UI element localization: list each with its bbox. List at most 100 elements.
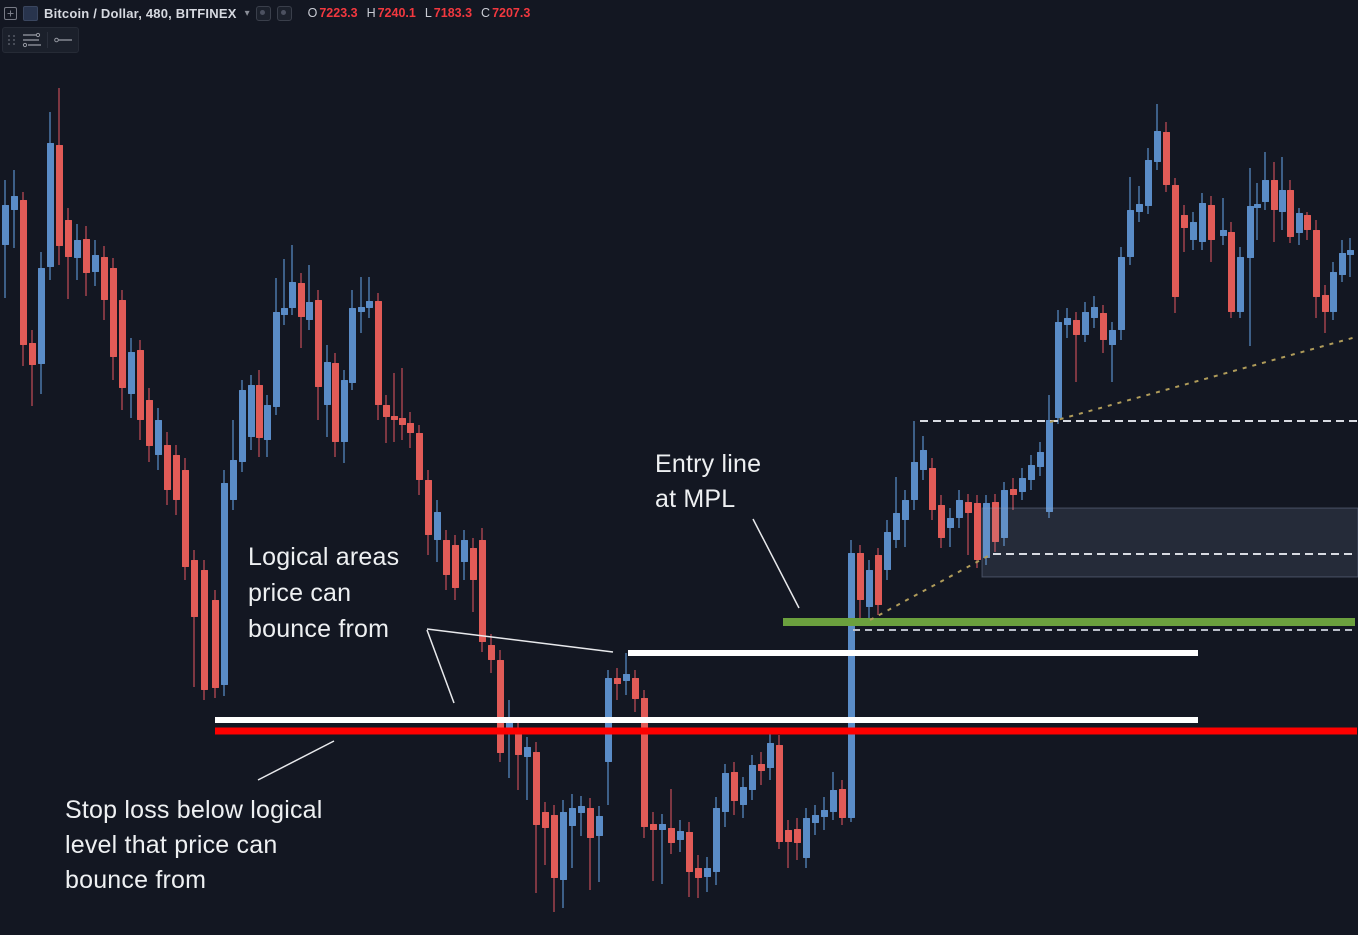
candle-down — [694, 868, 702, 878]
candle-down — [382, 405, 390, 417]
candle-up — [1090, 307, 1098, 318]
symbol-title[interactable]: Bitcoin / Dollar, 480, BITFINEX — [44, 5, 237, 21]
candle-wick — [193, 550, 195, 687]
candle-wick — [1183, 205, 1185, 252]
candle-wick — [308, 265, 310, 330]
candle-down — [838, 789, 846, 818]
candle-wick — [967, 494, 969, 555]
candle-up — [1153, 131, 1161, 162]
close-value: 7207.3 — [492, 6, 531, 20]
candle-down — [496, 660, 504, 753]
candle-down — [297, 283, 305, 317]
entry-annotation[interactable]: Entry line at MPL — [655, 447, 761, 517]
horizontal-lines-tool-icon[interactable] — [19, 30, 45, 50]
candle-up — [1198, 203, 1206, 242]
candle-down — [640, 698, 648, 827]
candle-wick — [1222, 198, 1224, 245]
candle-up — [280, 308, 288, 315]
candle-up — [1, 205, 9, 245]
candle-down — [172, 455, 180, 500]
candle-up — [766, 743, 774, 768]
candle-down — [964, 502, 972, 513]
stop-loss-annotation[interactable]: Stop loss below logical level that price… — [65, 793, 323, 898]
candle-up — [748, 765, 756, 790]
candle-up — [340, 380, 348, 442]
candle-up — [622, 674, 630, 681]
horizontal-ray-tool-icon[interactable] — [50, 30, 76, 50]
candle-up — [1117, 257, 1125, 330]
candle-up — [1246, 206, 1254, 258]
candle-down — [1321, 295, 1329, 312]
candle-up — [658, 824, 666, 830]
candle-up — [847, 553, 855, 818]
candle-up — [1338, 253, 1346, 275]
candle-down — [487, 645, 495, 660]
candle-wick — [508, 700, 510, 778]
candle-down — [415, 433, 423, 480]
candle-up — [323, 362, 331, 405]
candle-up — [348, 308, 356, 383]
symbol-detail-icon[interactable] — [255, 5, 271, 21]
candle-up — [10, 196, 18, 210]
candle-wick — [517, 720, 519, 790]
low-label: L — [424, 6, 432, 20]
candle-up — [1261, 180, 1269, 202]
candle-up — [559, 812, 567, 880]
candle-down — [532, 752, 540, 825]
candle-up — [1219, 230, 1227, 236]
open-label: O — [307, 6, 318, 20]
candle-up — [505, 722, 513, 732]
candle-wick — [661, 814, 663, 884]
candle-down — [1171, 185, 1179, 297]
candle-up — [460, 540, 468, 562]
candle-up — [811, 815, 819, 823]
toolbar-drag-handle[interactable] — [7, 32, 17, 48]
candle-wick — [571, 794, 573, 868]
candle-up — [305, 302, 313, 320]
candle-down — [757, 764, 765, 771]
low-value: 7183.3 — [433, 6, 473, 20]
candle-down — [255, 385, 263, 438]
candle-down — [145, 400, 153, 446]
candle-down — [613, 678, 621, 684]
logical-areas-annotation[interactable]: Logical areas price can bounce from — [248, 539, 399, 647]
candle-up — [1081, 312, 1089, 335]
candle-down — [928, 468, 936, 510]
candle-up — [1063, 318, 1071, 325]
add-symbol-icon[interactable] — [4, 6, 17, 20]
candle-up — [1189, 222, 1197, 240]
candle-up — [595, 816, 603, 836]
candle-up — [712, 808, 720, 872]
candle-up — [820, 810, 828, 817]
candle-up — [288, 282, 296, 308]
candle-up — [1135, 204, 1143, 212]
candle-wick — [1256, 183, 1258, 240]
candle-down — [1207, 205, 1215, 240]
candle-up — [955, 500, 963, 518]
candle-up — [272, 312, 280, 407]
candle-down — [1162, 132, 1170, 185]
chart-header: Bitcoin / Dollar, 480, BITFINEX ▾ O 7223.… — [0, 0, 530, 26]
candle-up — [37, 268, 45, 364]
candle-down — [390, 416, 398, 420]
candle-up — [1253, 204, 1261, 208]
candle-down — [1009, 489, 1017, 495]
candle-down — [406, 423, 414, 433]
logical-areas-line3: bounce from — [248, 615, 390, 643]
logical-areas-line1: Logical areas — [248, 543, 400, 571]
drawing-toolbar — [2, 27, 79, 53]
ohlc-readout: O 7223.3 H 7240.1 L 7183.3 C 7207.3 — [308, 6, 531, 20]
candle-wick — [544, 802, 546, 865]
candle-wick — [580, 796, 582, 836]
symbol-settings-icon[interactable] — [276, 5, 292, 21]
candle-down — [1227, 232, 1235, 312]
chevron-down-icon[interactable]: ▾ — [244, 7, 250, 19]
high-value: 7240.1 — [377, 6, 416, 20]
candle-up — [229, 460, 237, 500]
candle-up — [829, 790, 837, 812]
candle-wick — [526, 737, 528, 800]
candle-wick — [283, 259, 285, 325]
candle-up — [946, 518, 954, 528]
candle-wick — [368, 277, 370, 318]
